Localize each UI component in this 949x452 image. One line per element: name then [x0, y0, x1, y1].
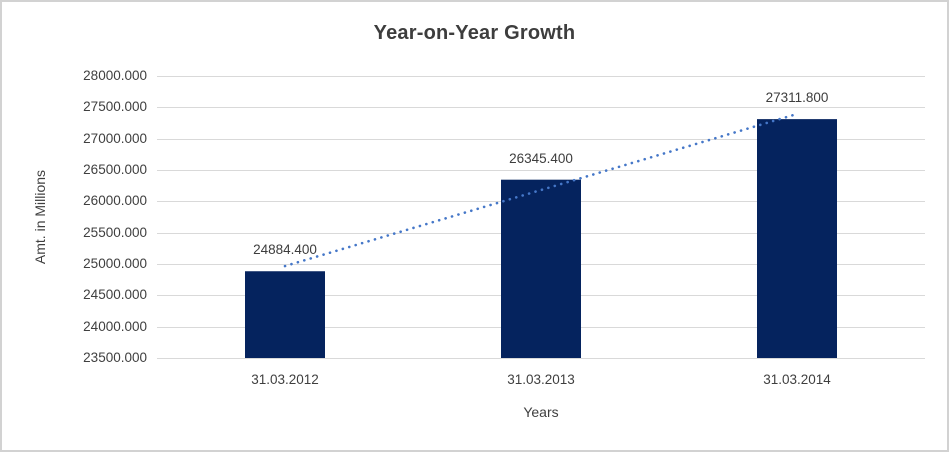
data-label: 27311.800: [765, 90, 829, 106]
x-category-label: 31.03.2012: [251, 372, 319, 387]
chart-title: Year-on-Year Growth: [373, 22, 576, 44]
x-category-label: 31.03.2014: [763, 372, 831, 387]
y-tick-label: 26000.000: [83, 193, 147, 209]
x-category-label: 31.03.2013: [507, 372, 575, 387]
bar[interactable]: [245, 271, 325, 358]
y-tick-label: 27000.000: [83, 130, 147, 146]
y-tick-label: 26500.000: [83, 162, 147, 177]
trendline[interactable]: [283, 112, 799, 268]
data-label: 26345.400: [509, 150, 573, 166]
data-label: 24884.400: [253, 242, 317, 258]
bar[interactable]: [501, 179, 581, 358]
y-tick-label: 24500.000: [83, 287, 147, 303]
bar[interactable]: [757, 119, 837, 358]
y-tick-label: 25000.000: [83, 256, 147, 271]
y-tick-label: 28000.000: [83, 68, 147, 83]
y-tick-label: 27500.000: [83, 99, 147, 115]
y-tick-label: 23500.000: [83, 350, 147, 365]
x-axis-title: Years: [523, 404, 559, 420]
y-tick-label: 25500.000: [83, 224, 147, 240]
y-tick-label: 24000.000: [83, 318, 147, 334]
